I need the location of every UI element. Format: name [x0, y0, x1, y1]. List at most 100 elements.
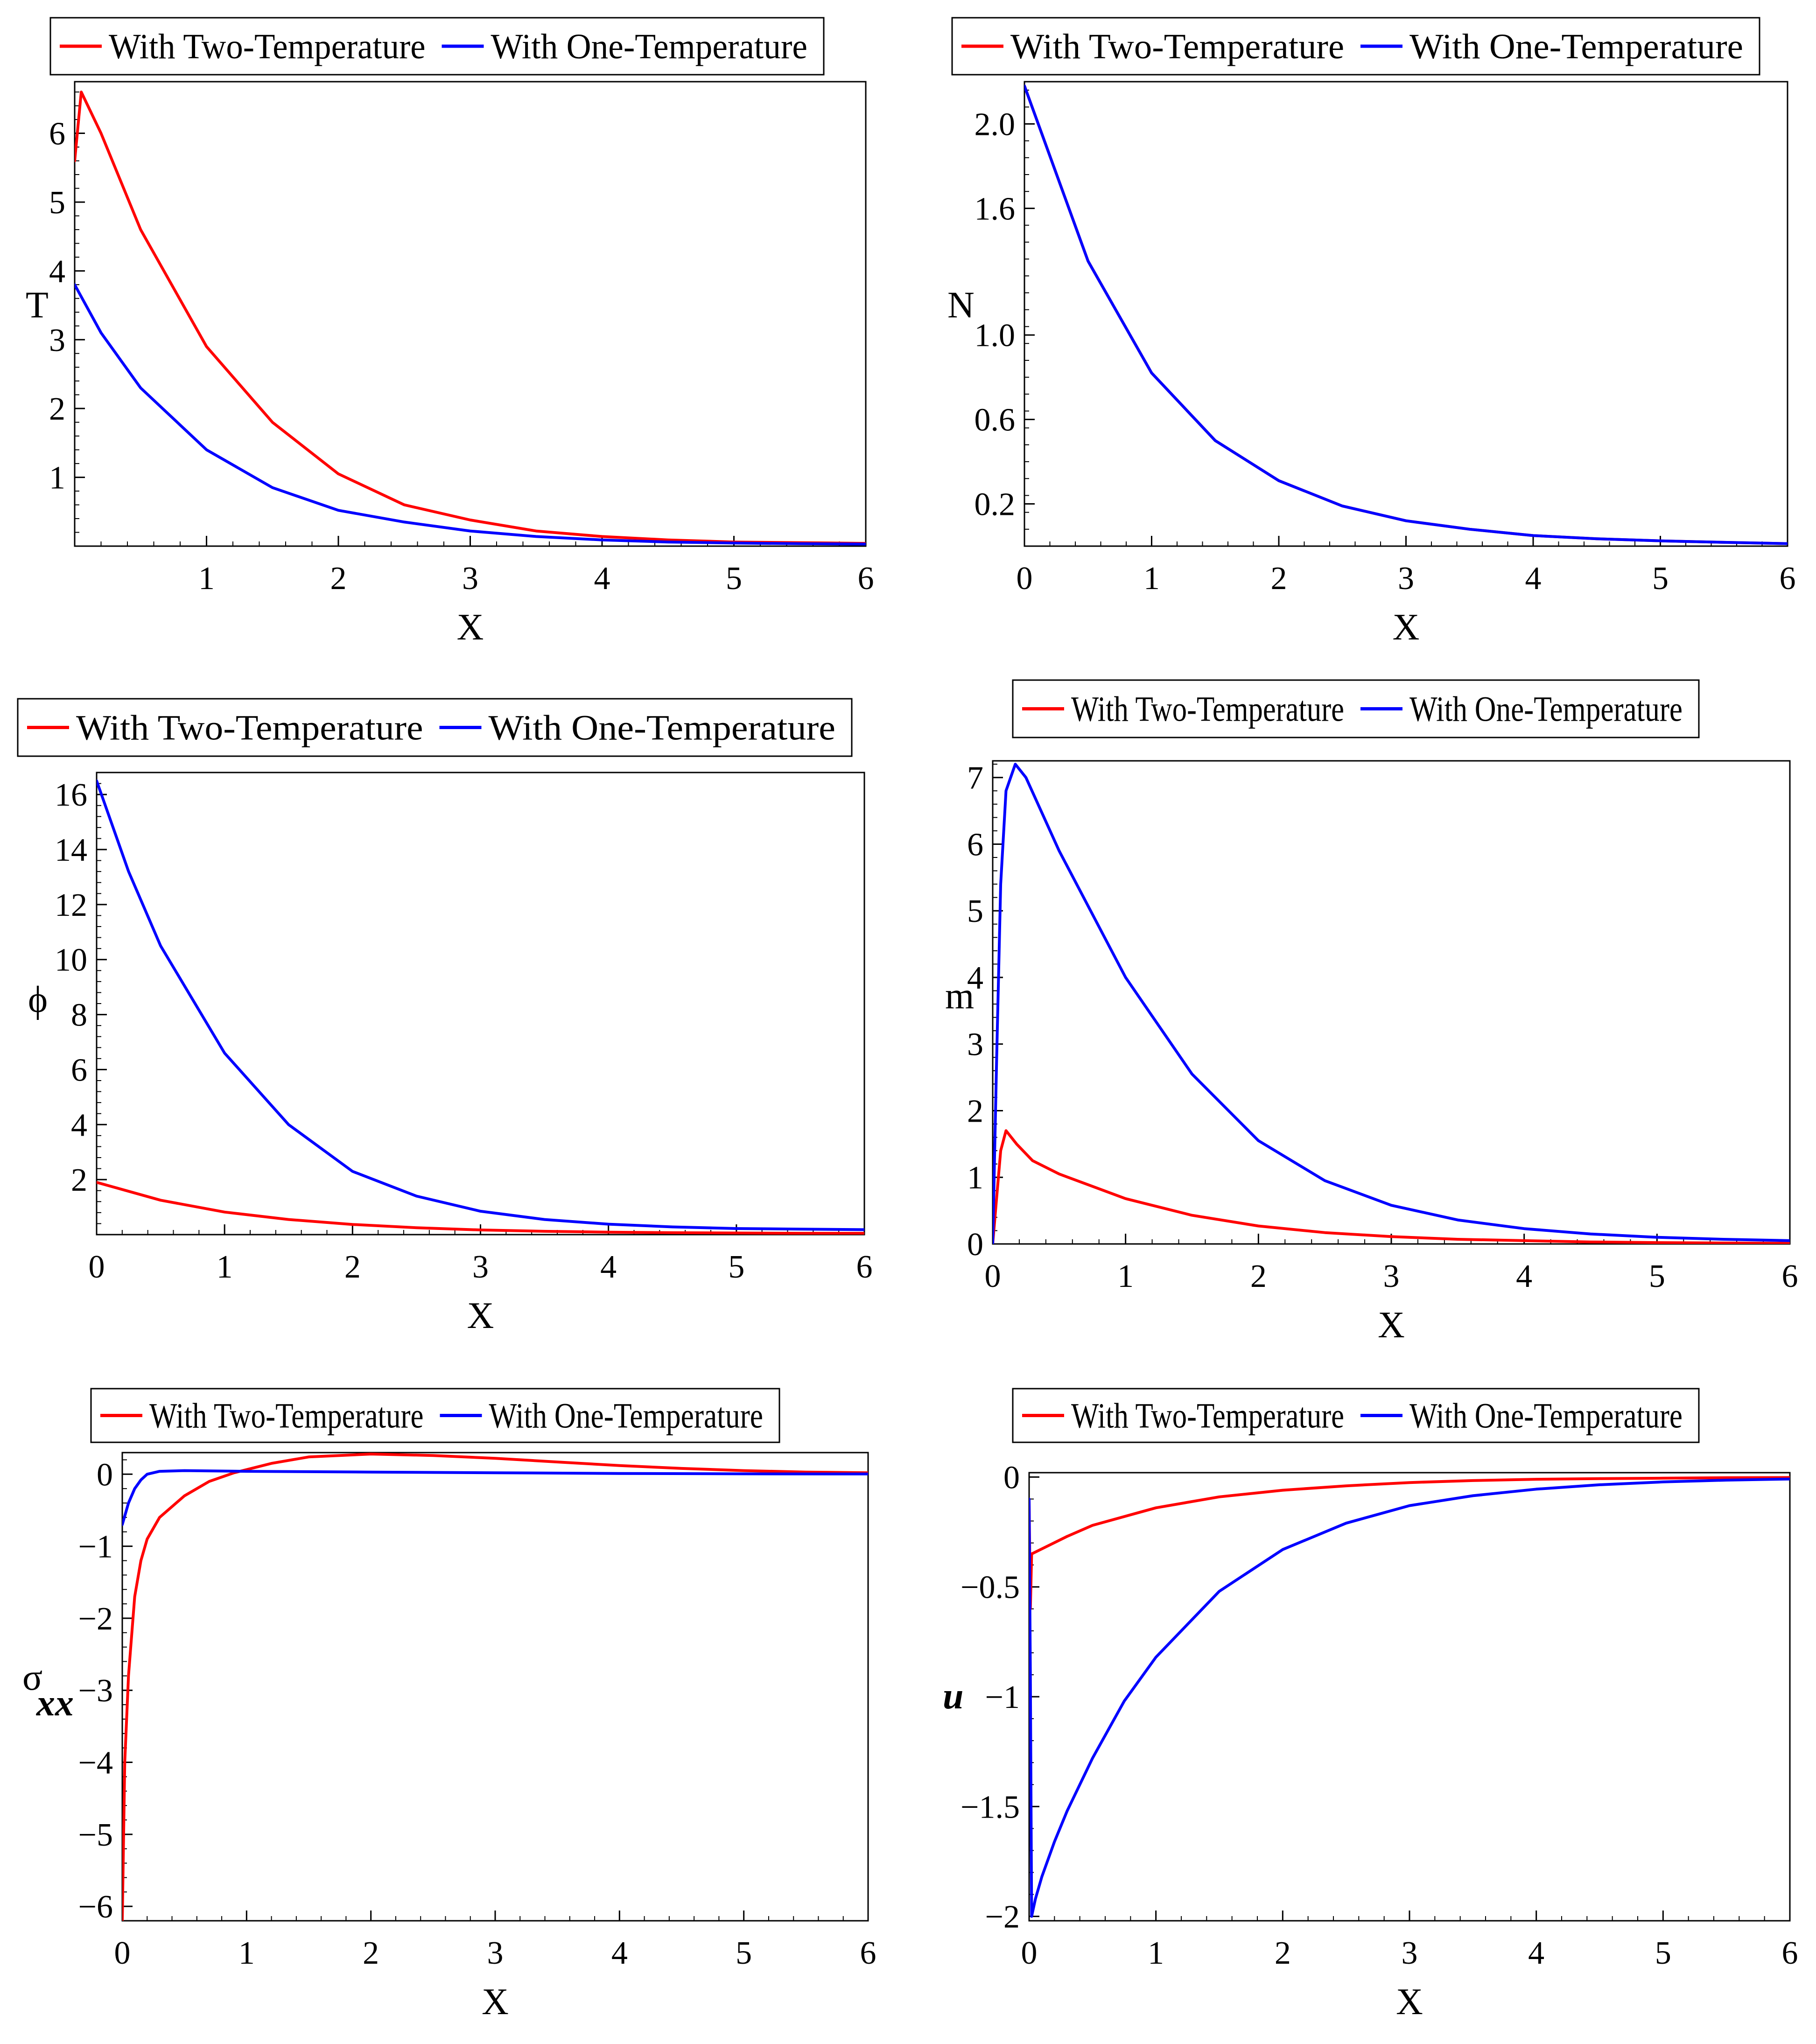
- x-tick-label: 4: [1525, 561, 1542, 597]
- y-tick-label: 3: [49, 323, 65, 358]
- x-tick-label: 3: [472, 1249, 489, 1285]
- y-tick-label: 1.6: [975, 191, 1016, 227]
- panel-N: 0 1 2 3 4 5 6 0.2 0.6 1.0 1.6 2.0 X N With Two-Tempera…: [947, 17, 1796, 648]
- x-tick-label: 3: [1398, 561, 1414, 597]
- x-tick-label: 6: [856, 1249, 873, 1285]
- x-tick-label: 5: [736, 1935, 752, 1971]
- series-line-one-temperature: [122, 1469, 868, 1526]
- y-tick-label: −6: [78, 1889, 113, 1925]
- legend-label: With One-Temperature: [1409, 690, 1683, 729]
- y-tick-label: 1: [967, 1160, 983, 1196]
- legend-label: With Two-Temperature: [109, 27, 426, 66]
- y-tick-label: −1.5: [961, 1789, 1020, 1825]
- y-tick-label: 14: [55, 832, 87, 868]
- y-tick-label: 5: [49, 185, 65, 221]
- series-line-one-temperature: [75, 283, 866, 546]
- legend-label: With One-Temperature: [489, 1397, 764, 1436]
- x-tick-label: 2: [330, 561, 347, 597]
- x-tick-label: 0: [89, 1249, 105, 1285]
- legend-label: With Two-Temperature: [1010, 27, 1344, 66]
- y-tick-label: 8: [71, 997, 87, 1033]
- plot-frame: [121, 1452, 869, 1922]
- y-axis-title: T: [26, 285, 49, 326]
- y-axis-title: u: [943, 1676, 964, 1717]
- legend-box: [90, 1388, 780, 1443]
- x-axis-title: X: [467, 1295, 494, 1336]
- plot-frame: [1024, 81, 1788, 547]
- x-tick-label: 5: [1652, 561, 1669, 597]
- series-line-two-temperature: [993, 1129, 1790, 1244]
- y-tick-label: 1.0: [975, 318, 1016, 354]
- series-line-one-temperature: [1029, 1477, 1790, 1918]
- x-tick-label: 5: [728, 1249, 744, 1285]
- legend-label: With One-Temperature: [491, 27, 808, 66]
- legend-label: With Two-Temperature: [149, 1397, 424, 1436]
- y-tick-label: 5: [967, 893, 983, 929]
- x-tick-label: 2: [1250, 1258, 1267, 1294]
- y-tick-label: 6: [49, 116, 65, 152]
- y-tick-label: 2.0: [975, 106, 1016, 142]
- x-tick-label: 3: [462, 561, 478, 597]
- y-tick-label: 4: [967, 960, 983, 996]
- x-tick-label: 1: [217, 1249, 233, 1285]
- y-tick-label: −1: [985, 1679, 1020, 1715]
- x-tick-label: 6: [858, 561, 874, 597]
- y-tick-label: 4: [71, 1107, 87, 1143]
- plot-frame: [992, 760, 1791, 1245]
- y-tick-label: 12: [55, 887, 87, 923]
- x-tick-label: 3: [1402, 1935, 1418, 1971]
- x-tick-label: 0: [985, 1258, 1001, 1294]
- y-axis-title: m: [945, 976, 974, 1017]
- series-line-one-temperature: [1024, 84, 1788, 545]
- y-tick-label: −4: [78, 1745, 113, 1781]
- plot-frame: [96, 772, 865, 1236]
- x-tick-label: 0: [1017, 561, 1033, 597]
- legend-box: [951, 17, 1760, 76]
- y-tick-label: −2: [78, 1601, 113, 1637]
- y-axis-title: σ: [22, 1657, 42, 1698]
- y-tick-label: 2: [967, 1093, 983, 1129]
- x-tick-label: 6: [860, 1935, 876, 1971]
- x-tick-label: 5: [1655, 1935, 1671, 1971]
- legend-label: With Two-Temperature: [1071, 690, 1344, 729]
- x-tick-label: 2: [1271, 561, 1287, 597]
- x-tick-label: 0: [1021, 1935, 1038, 1971]
- y-tick-label: 0.2: [975, 487, 1016, 523]
- legend-box: [1012, 1388, 1700, 1443]
- panel-u: 0 1 2 3 4 5 6 −2 −1.5 −1 −0.5 0 Xu With Two-Temperatu…: [943, 1388, 1798, 2023]
- x-tick-label: 4: [1528, 1935, 1544, 1971]
- y-tick-label: 10: [55, 942, 87, 978]
- x-tick-label: 2: [363, 1935, 379, 1971]
- x-tick-label: 6: [1782, 1258, 1798, 1294]
- x-tick-label: 3: [487, 1935, 504, 1971]
- y-tick-label: 0: [97, 1457, 113, 1493]
- legend-label: With One-Temperature: [1409, 1397, 1683, 1436]
- x-tick-label: 5: [1649, 1258, 1665, 1294]
- x-axis-title: X: [1393, 607, 1420, 648]
- y-tick-label: 1: [49, 460, 65, 496]
- y-tick-label: 6: [967, 827, 983, 863]
- y-axis-title: N: [947, 285, 975, 326]
- x-axis-title: X: [1378, 1305, 1405, 1346]
- x-tick-label: 4: [600, 1249, 617, 1285]
- x-tick-label: 1: [1148, 1935, 1164, 1971]
- x-tick-label: 1: [1143, 561, 1160, 597]
- x-tick-label: 0: [114, 1935, 131, 1971]
- x-tick-label: 4: [611, 1935, 628, 1971]
- legend-box: [49, 17, 825, 76]
- x-tick-label: 1: [1117, 1258, 1134, 1294]
- y-tick-label: 3: [967, 1027, 983, 1063]
- series-line-two-temperature: [1024, 84, 1788, 545]
- legend-label: With One-Temperature: [489, 709, 836, 748]
- x-tick-label: 1: [238, 1935, 255, 1971]
- y-tick-label: 7: [967, 760, 983, 796]
- y-tick-label: −1: [78, 1529, 113, 1565]
- x-tick-label: 6: [1782, 1935, 1798, 1971]
- plot-frame: [74, 81, 867, 547]
- series-line-one-temperature: [97, 779, 864, 1231]
- y-tick-label: −3: [78, 1673, 113, 1709]
- y-tick-label: 0: [1003, 1460, 1020, 1496]
